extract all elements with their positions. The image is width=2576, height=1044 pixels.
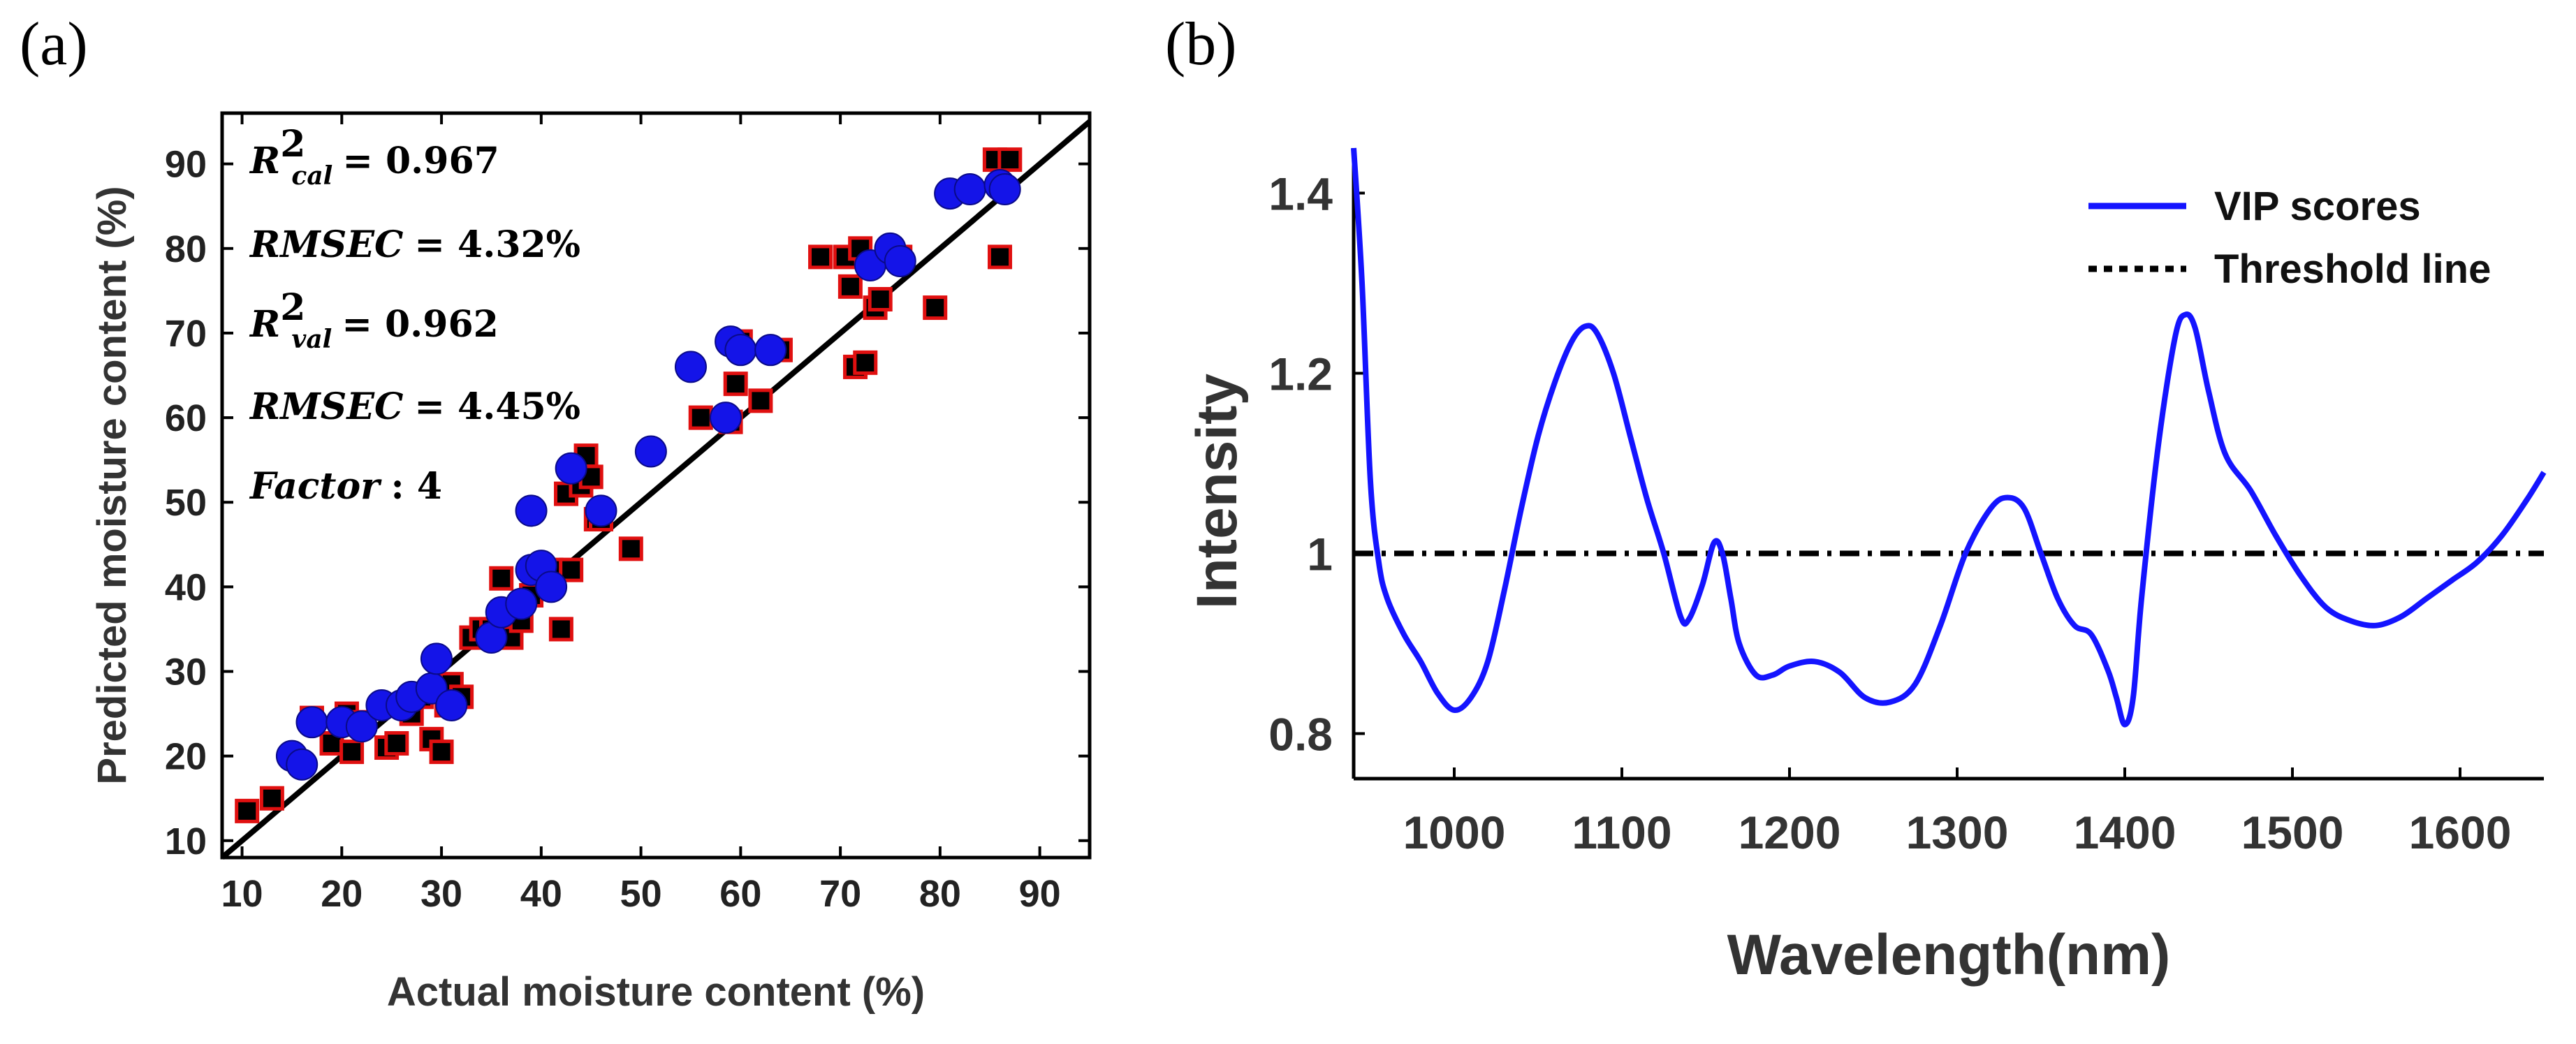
panel-b: (b) 1000 1100 1200 1300 1400 1500 16000.811.21… xyxy=(1165,10,2547,987)
y-axis-title: Predicted moisture content (%) xyxy=(89,186,135,784)
panel-b-label: (b) xyxy=(1165,10,1237,78)
calibration-point xyxy=(548,617,573,642)
validation-point xyxy=(286,748,319,781)
y-tick-label: 80 xyxy=(165,228,207,270)
validation-point xyxy=(754,334,787,367)
annotation-1: R2 cal = 0.967 xyxy=(249,123,499,191)
calibration-point xyxy=(489,566,514,591)
validation-point xyxy=(295,706,328,739)
calibration-point xyxy=(923,295,948,321)
validation-point xyxy=(709,402,742,434)
calibration-point xyxy=(723,372,748,397)
x-tick-label: 1100 xyxy=(1572,807,1671,858)
validation-point xyxy=(555,452,587,485)
x-tick-label: 1600 xyxy=(2409,807,2512,858)
annotation-4: RMSEC = 4.45% xyxy=(249,385,580,428)
x-tick-label: 50 xyxy=(620,873,662,915)
calibration-point xyxy=(748,388,773,413)
calibration-point xyxy=(688,405,713,430)
panel-a-annotations: R2 cal = 0.967 RMSEC = 4.32% R2 val = 0.962 RMSE… xyxy=(249,123,580,508)
validation-point xyxy=(724,334,757,367)
x-tick-label: 1500 xyxy=(2241,807,2344,858)
calibration-point xyxy=(618,536,643,561)
y-tick-label: 10 xyxy=(165,821,207,862)
calibration-point xyxy=(259,786,284,811)
y-tick-label: 40 xyxy=(165,566,207,608)
annotation-3: R2 val = 0.962 xyxy=(249,286,499,354)
x-tick-label: 60 xyxy=(719,873,761,915)
x-tick-label: 30 xyxy=(420,873,462,915)
validation-point xyxy=(420,642,453,675)
y-tick-label: 1.2 xyxy=(1268,348,1333,400)
annotation-2: RMSEC = 4.32% xyxy=(249,223,580,266)
legend: VIP scores Threshold line xyxy=(2088,184,2491,292)
panel-a-label: (a) xyxy=(20,10,88,78)
validation-point xyxy=(515,494,548,527)
validation-point xyxy=(345,710,378,743)
calibration-point xyxy=(868,287,893,311)
y-tick-label: 50 xyxy=(165,482,207,524)
x-tick-label: 90 xyxy=(1019,873,1061,915)
legend-vip-label: VIP scores xyxy=(2214,184,2421,229)
validation-point xyxy=(505,587,538,620)
plot-frame xyxy=(220,111,1092,860)
y-tick-label: 30 xyxy=(165,652,207,693)
x-tick-label: 1200 xyxy=(1739,807,1841,858)
calibration-point xyxy=(559,557,584,582)
x-tick-label: 1300 xyxy=(1906,807,2009,858)
y-tick-label: 60 xyxy=(165,397,207,439)
y-tick-label: 0.8 xyxy=(1268,709,1333,760)
calibration-point xyxy=(853,350,878,375)
validation-point xyxy=(953,173,986,206)
panel-a-plot: 10 20 30 40 50 60 70 80 90 10 20 30 40 50 60 70 80 90 Actu… xyxy=(89,111,1092,1015)
x-tick-label: 1400 xyxy=(2074,807,2176,858)
validation-point xyxy=(535,571,568,603)
calibration-point xyxy=(837,274,863,299)
x-tick-label: 10 xyxy=(221,873,263,915)
validation-point xyxy=(988,173,1021,206)
x-axis-title: Wavelength(nm) xyxy=(1727,923,2171,987)
y-tick-label: 90 xyxy=(165,144,207,186)
y-tick-label: 70 xyxy=(165,313,207,355)
legend-threshold-label: Threshold line xyxy=(2214,247,2491,292)
annotation-5: Factor: 4 xyxy=(249,465,442,508)
x-tick-label: 20 xyxy=(321,873,363,915)
calibration-point xyxy=(997,147,1023,172)
validation-point xyxy=(634,435,667,468)
validation-point xyxy=(884,244,916,277)
vip-scores-line xyxy=(1351,147,2547,728)
panel-a: (a) 10 20 30 40 50 60 70 80 90 10 20 30 40 50 60 70 80 90… xyxy=(20,10,1092,1015)
calibration-point xyxy=(339,740,365,765)
y-tick-label: 20 xyxy=(165,736,207,778)
panel-b-plot: 1000 1100 1200 1300 1400 1500 1600 0.8 1 1.2 1.4 Wa… xyxy=(1185,147,2547,987)
x-tick-label: 70 xyxy=(819,873,861,915)
validation-point xyxy=(674,351,707,383)
y-tick-label: 1 xyxy=(1307,529,1333,580)
calibration-point xyxy=(235,798,260,823)
calibration-point xyxy=(384,730,409,756)
validation-point xyxy=(585,494,617,527)
x-axis-title: Actual moisture content (%) xyxy=(387,969,925,1015)
validation-point xyxy=(435,689,468,721)
calibration-point xyxy=(988,244,1013,270)
y-axis-title: Intensity xyxy=(1185,374,1249,610)
y-tick-label: 1.4 xyxy=(1268,168,1333,220)
calibration-point xyxy=(429,740,454,765)
calibration-point xyxy=(808,244,833,270)
x-tick-label: 80 xyxy=(919,873,961,915)
x-tick-label: 1000 xyxy=(1403,807,1506,858)
x-tick-label: 40 xyxy=(520,873,562,915)
